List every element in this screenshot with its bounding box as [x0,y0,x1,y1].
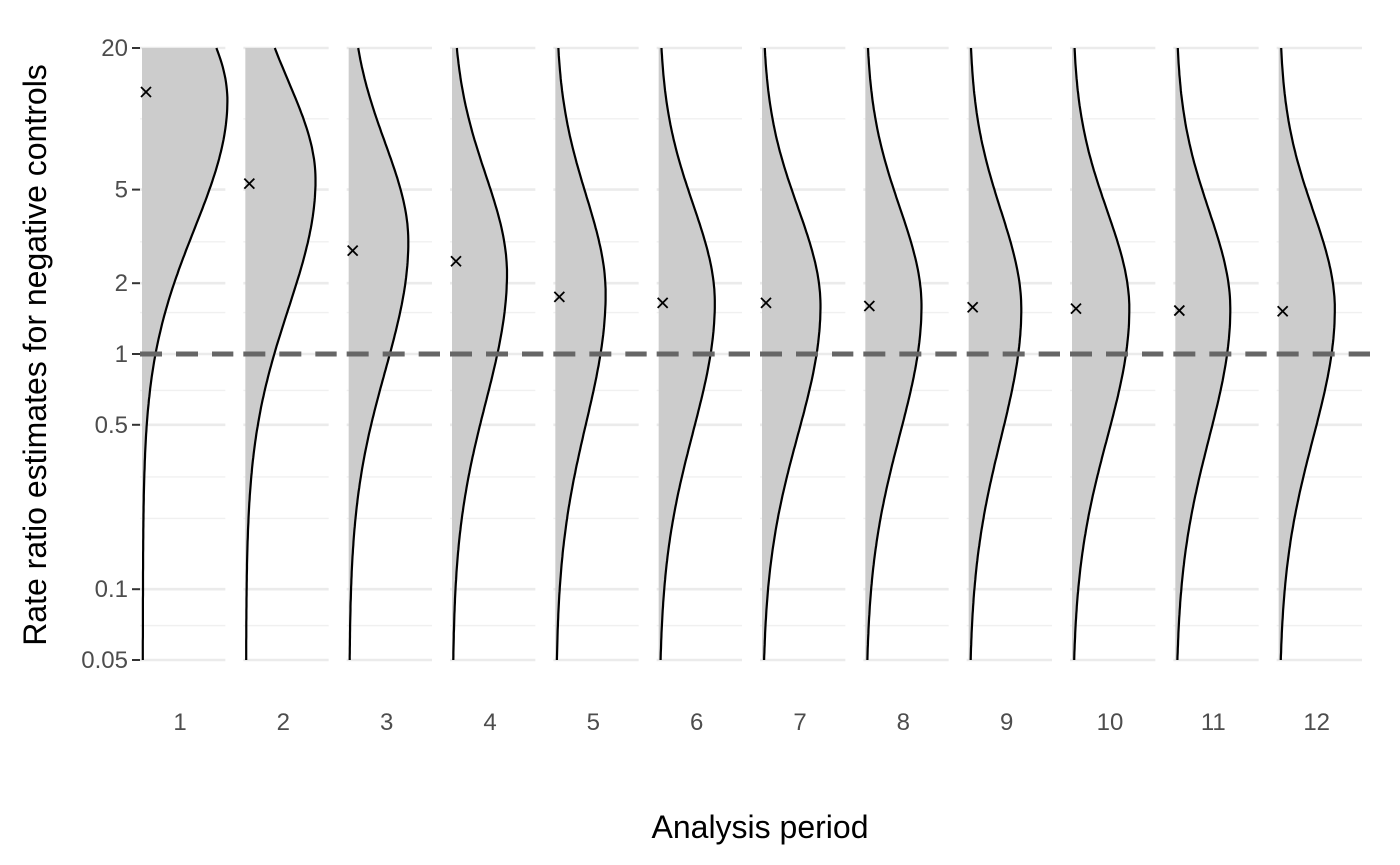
x-tick-label-6: 6 [690,709,703,736]
point-estimate-stroke [1173,304,1185,317]
point-estimate-2 [243,178,255,190]
point-estimate-stroke [1070,302,1082,315]
point-estimate-3 [347,245,359,257]
x-tick-label-5: 5 [587,709,600,736]
violin-fill-12 [1278,48,1335,660]
x-tick-label-3: 3 [380,709,393,736]
point-estimate-stroke [967,301,979,313]
y-tick-label: 0.1 [95,576,128,603]
y-axis: 0.05 0.1 0.5 1 2 5 20 [81,35,140,674]
point-estimate-6 [657,297,669,309]
violin-fill-6 [658,48,715,660]
point-estimate-stroke [347,245,359,257]
point-estimate-stroke [450,255,462,267]
point-estimate-12 [1277,305,1289,317]
point-estimate-stroke [553,291,565,303]
x-tick-label-9: 9 [1000,709,1013,736]
y-tick-label: 0.05 [81,647,128,674]
point-estimate-stroke [1277,305,1289,317]
point-estimate-9 [967,301,979,313]
violin-fill-8 [865,48,922,660]
violin-layer [140,47,1370,661]
x-tick-label-8: 8 [897,709,910,736]
point-estimate-8 [863,300,875,312]
x-tick-label-1: 1 [173,709,186,736]
x-axis-title: Analysis period [652,809,869,845]
point-estimate-stroke [760,297,772,309]
point-estimate-7 [760,297,772,309]
violin-fill-2 [245,48,316,660]
y-axis-title: Rate ratio estimates for negative contro… [17,64,53,646]
violin-fill-7 [762,48,821,660]
x-tick-label-10: 10 [1097,709,1124,736]
point-estimate-stroke [657,297,669,309]
point-estimate-4 [450,255,462,267]
x-axis: 1 2 3 4 5 6 7 8 9 10 11 12 [173,709,1330,736]
x-tick-label-7: 7 [793,709,806,736]
x-tick-label-11: 11 [1201,709,1226,736]
point-estimate-stroke [243,178,255,190]
violin-fill-3 [348,48,409,660]
violin-fill-1 [142,48,228,660]
violin-fill-11 [1175,48,1231,660]
point-estimate-5 [553,291,565,303]
y-tick-label: 1 [115,341,128,368]
x-tick-label-2: 2 [277,709,290,736]
y-tick-label: 5 [115,177,128,204]
violin-outline-2 [245,47,317,660]
point-estimate-stroke [140,86,152,98]
violin-fill-10 [1072,48,1130,660]
x-tick-label-12: 12 [1303,709,1330,736]
y-tick-label: 0.5 [95,412,128,439]
point-estimate-stroke [863,300,875,312]
y-tick-label: 2 [115,270,128,297]
y-tick-label: 20 [101,35,128,62]
violin-fill-9 [968,48,1022,660]
point-estimate-10 [1070,302,1082,315]
point-estimate-11 [1173,304,1185,317]
point-estimate-1 [140,86,152,98]
x-tick-label-4: 4 [483,709,496,736]
